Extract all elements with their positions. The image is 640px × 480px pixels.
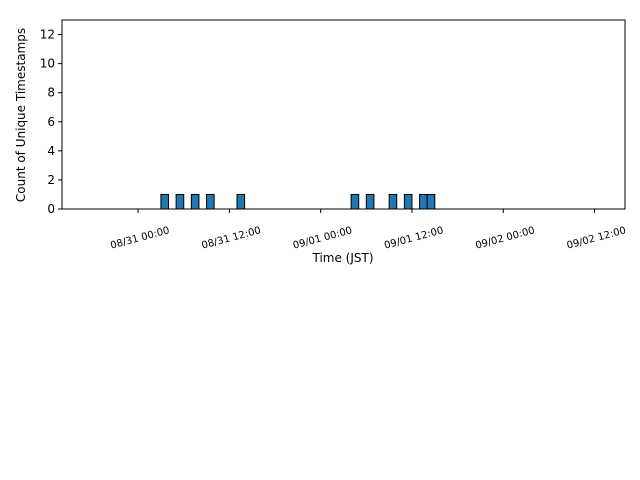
y-tick-label: 4 (47, 144, 55, 158)
axes-frame (61, 19, 626, 210)
bar (350, 193, 360, 210)
bar (175, 193, 185, 210)
bar (206, 193, 215, 210)
bar (236, 193, 246, 210)
y-tick-label: 2 (47, 173, 55, 187)
y-tick-label: 10 (40, 57, 55, 71)
bar (160, 193, 170, 210)
y-axis-label: Count of Unique Timestamps (14, 28, 28, 202)
bar (365, 193, 375, 210)
bar (403, 193, 413, 210)
bar (388, 193, 398, 210)
y-tick-label: 8 (47, 86, 55, 100)
bar (190, 193, 200, 210)
y-tick-label: 0 (47, 202, 55, 216)
y-tick-label: 12 (40, 28, 55, 42)
x-axis-label: Time (JST) (311, 251, 373, 265)
bar (426, 193, 436, 210)
bar (419, 193, 428, 210)
y-tick-label: 6 (47, 115, 55, 129)
